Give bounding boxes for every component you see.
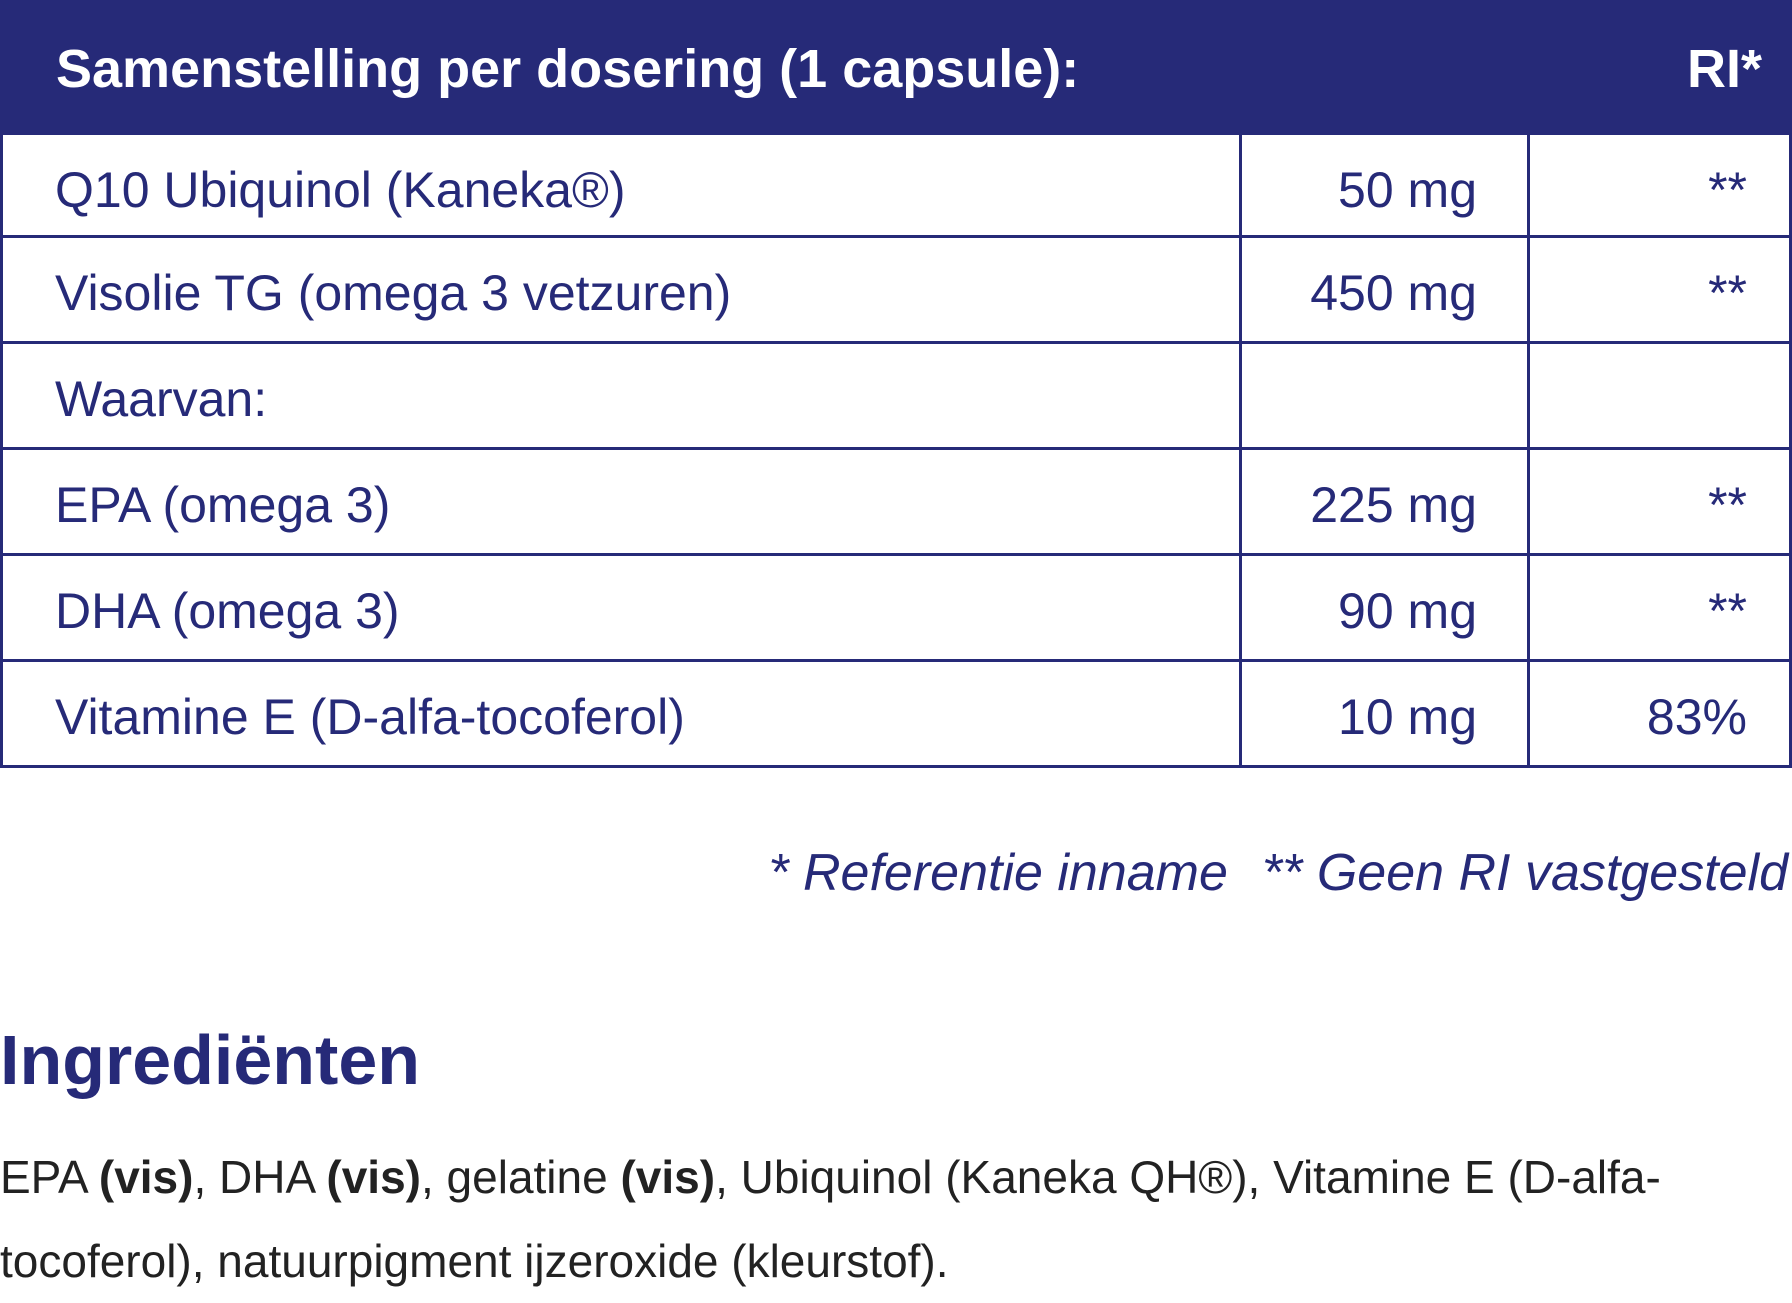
nutrient-ri: ** — [1527, 135, 1789, 235]
table-row: Q10 Ubiquinol (Kaneka®) 50 mg ** — [0, 132, 1792, 238]
nutrient-amount: 225 mg — [1239, 450, 1527, 553]
nutrient-amount: 50 mg — [1239, 135, 1527, 235]
nutrient-name: EPA (omega 3) — [55, 477, 391, 533]
nutrient-name: Waarvan: — [55, 371, 268, 427]
table-row: Visolie TG (omega 3 vetzuren) 450 mg ** — [0, 238, 1792, 344]
footnotes: * Referentie inname ** Geen RI vastgestel… — [768, 843, 1788, 903]
table-row: Vitamine E (D-alfa-tocoferol) 10 mg 83% — [0, 662, 1792, 768]
allergen: (vis) — [326, 1151, 421, 1203]
ingredients-title: Ingrediënten — [0, 1021, 421, 1099]
ingredient-text: , gelatine — [421, 1151, 621, 1203]
nutrient-amount: 90 mg — [1239, 556, 1527, 659]
nutrient-ri: ** — [1527, 238, 1789, 341]
nutrient-amount: 10 mg — [1239, 662, 1527, 765]
allergen: (vis) — [98, 1151, 194, 1203]
ingredients-text: EPA (vis), DHA (vis), gelatine (vis), Ub… — [0, 1135, 1780, 1303]
nutrient-amount: 450 mg — [1239, 238, 1527, 341]
table-header: Samenstelling per dosering (1 capsule): … — [0, 0, 1792, 132]
allergen: (vis) — [620, 1151, 716, 1203]
header-ri: RI* — [1686, 39, 1762, 99]
nutrient-name: Q10 Ubiquinol (Kaneka®) — [55, 162, 626, 218]
nutrient-ri: ** — [1527, 556, 1789, 659]
nutrient-ri — [1527, 344, 1789, 447]
table-row: Waarvan: — [0, 344, 1792, 450]
table-row: EPA (omega 3) 225 mg ** — [0, 450, 1792, 556]
nutrient-name: DHA (omega 3) — [55, 583, 400, 639]
nutrient-name: Vitamine E (D-alfa-tocoferol) — [55, 689, 685, 745]
nutrient-ri: ** — [1527, 450, 1789, 553]
nutrient-name: Visolie TG (omega 3 vetzuren) — [55, 265, 732, 321]
footnote: ** Geen RI vastgesteld — [1261, 844, 1788, 902]
table-row: DHA (omega 3) 90 mg ** — [0, 556, 1792, 662]
header-label: Samenstelling per dosering (1 capsule): — [56, 39, 1080, 99]
footnote: * Referentie inname — [768, 844, 1228, 902]
ingredient-text: EPA — [0, 1151, 99, 1203]
nutrient-ri: 83% — [1527, 662, 1789, 765]
nutrient-amount — [1239, 344, 1527, 447]
ingredient-text: , Ubiquinol (Kaneka QH®), Vitamine E (D-… — [0, 1151, 1661, 1287]
ingredient-text: , DHA — [193, 1151, 327, 1203]
nutrition-table: Q10 Ubiquinol (Kaneka®) 50 mg ** Visolie TG… — [0, 132, 1792, 768]
